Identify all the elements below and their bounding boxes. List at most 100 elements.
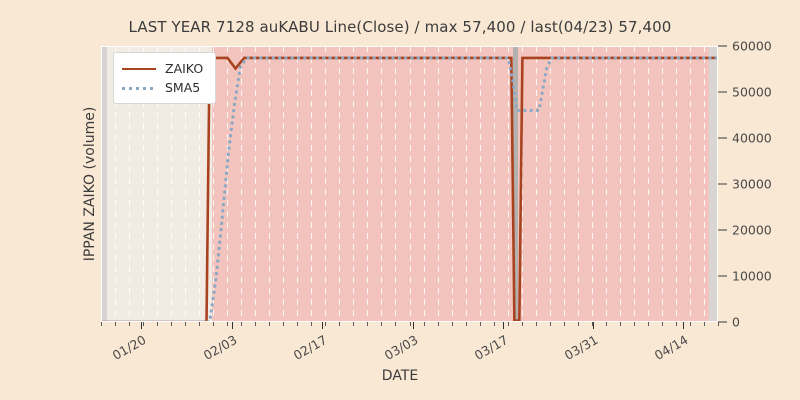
grid-line-vertical (466, 46, 467, 322)
legend-item-sma5[interactable]: SMA5 (122, 78, 203, 97)
x-axis-tick (339, 322, 340, 326)
edge-band-right (708, 46, 718, 322)
x-axis-tick-label: 04/14 (652, 332, 691, 364)
grid-line-vertical (199, 46, 200, 322)
y-axis-tick-label: 10000 (718, 269, 772, 284)
x-axis-tick (213, 322, 214, 326)
x-axis-tick (634, 322, 635, 326)
grid-line-vertical (564, 46, 565, 322)
grid-line-vertical (690, 46, 691, 322)
x-axis-tick (311, 322, 312, 326)
grid-line-vertical (410, 46, 411, 322)
grid-line-vertical (143, 46, 144, 322)
grid-line-vertical (620, 46, 621, 322)
x-axis-tick-label: 03/17 (471, 332, 511, 364)
x-axis-tick (452, 322, 453, 326)
grid-line-vertical (592, 46, 593, 322)
y-axis-tick-label: 60000 (718, 39, 772, 54)
zaiko-line-icon (122, 63, 156, 75)
grid-line-vertical (339, 46, 340, 322)
x-axis-tick (410, 322, 411, 326)
grid-line-vertical (115, 46, 116, 322)
grid-line-vertical (438, 46, 439, 322)
x-axis-tick (424, 322, 425, 326)
grid-line-vertical (213, 46, 214, 322)
legend-item-zaiko[interactable]: ZAIKO (122, 59, 203, 78)
grid-line-vertical (227, 46, 228, 322)
x-axis-tick (283, 322, 284, 326)
grid-line-vertical (157, 46, 158, 322)
x-axis-major-tick (141, 322, 143, 329)
grid-line-vertical (185, 46, 186, 322)
grid-line-vertical (634, 46, 635, 322)
x-axis-tick (704, 322, 705, 326)
grid-line-vertical (494, 46, 495, 322)
x-axis-tick-label: 01/20 (109, 332, 149, 364)
grid-line-vertical (241, 46, 242, 322)
x-axis: 01/20 02/03 02/17 03/03 03/17 03/31 04/14 (101, 322, 719, 392)
grid-line-vertical (424, 46, 425, 322)
x-axis-tick (536, 322, 537, 326)
y-axis-tick-label: 30000 (718, 177, 772, 192)
grid-line-vertical (522, 46, 523, 322)
x-axis-tick (564, 322, 565, 326)
grid-line-vertical (662, 46, 663, 322)
x-axis-tick (129, 322, 130, 326)
x-axis-major-tick (683, 322, 685, 329)
legend-label-zaiko: ZAIKO (165, 61, 204, 76)
x-axis-tick (662, 322, 663, 326)
x-axis-tick (550, 322, 551, 326)
x-axis-tick (143, 322, 144, 326)
grid-line-vertical (311, 46, 312, 322)
gap-band (512, 46, 519, 322)
y-axis-tick-label: 0 (718, 315, 740, 330)
x-axis-tick (592, 322, 593, 326)
y-axis-tick-label: 40000 (718, 131, 772, 146)
grid-line-vertical (381, 46, 382, 322)
grid-line-vertical (353, 46, 354, 322)
chart-legend[interactable]: ZAIKO SMA5 (113, 52, 217, 104)
x-axis-tick (620, 322, 621, 326)
x-axis-major-tick (321, 322, 323, 329)
x-axis-tick (690, 322, 691, 326)
grid-line-vertical (283, 46, 284, 322)
grid-line-vertical (367, 46, 368, 322)
grid-line-vertical (255, 46, 256, 322)
x-axis-tick (395, 322, 396, 326)
x-axis-tick (241, 322, 242, 326)
x-axis-tick (199, 322, 200, 326)
y-axis: 0 10000 20000 30000 40000 50000 60000 (718, 39, 798, 330)
grid-line-vertical (606, 46, 607, 322)
grid-line-vertical (676, 46, 677, 322)
grid-line-vertical (550, 46, 551, 322)
x-axis-tick (381, 322, 382, 326)
x-axis-tick (325, 322, 326, 326)
x-axis-tick (480, 322, 481, 326)
x-axis-tick-label: 02/03 (200, 332, 240, 364)
x-axis-tick-label: 03/03 (381, 332, 421, 364)
grid-line-vertical (171, 46, 172, 322)
series-layer (101, 56, 718, 322)
y-axis-tick-label: 50000 (718, 85, 772, 100)
x-axis-tick (171, 322, 172, 326)
x-axis-tick (578, 322, 579, 326)
x-axis-tick (367, 322, 368, 326)
x-axis-major-tick (231, 322, 233, 329)
x-axis-major-tick (592, 322, 594, 329)
x-axis-tick (101, 322, 102, 326)
x-axis-tick (494, 322, 495, 326)
x-axis-tick (676, 322, 677, 326)
x-axis-tick (185, 322, 186, 326)
x-axis-tick-label: 02/17 (290, 332, 330, 364)
x-axis-title: DATE (381, 368, 419, 384)
grid-line-vertical (578, 46, 579, 322)
x-axis-tick (606, 322, 607, 326)
chart-title: LAST YEAR 7128 auKABU Line(Close) / max … (128, 18, 672, 36)
grid-line-vertical (452, 46, 453, 322)
x-axis-tick (157, 322, 158, 326)
grid-line-vertical (297, 46, 298, 322)
x-axis-tick (297, 322, 298, 326)
grid-line-vertical (704, 46, 705, 322)
x-axis-tick (227, 322, 228, 326)
